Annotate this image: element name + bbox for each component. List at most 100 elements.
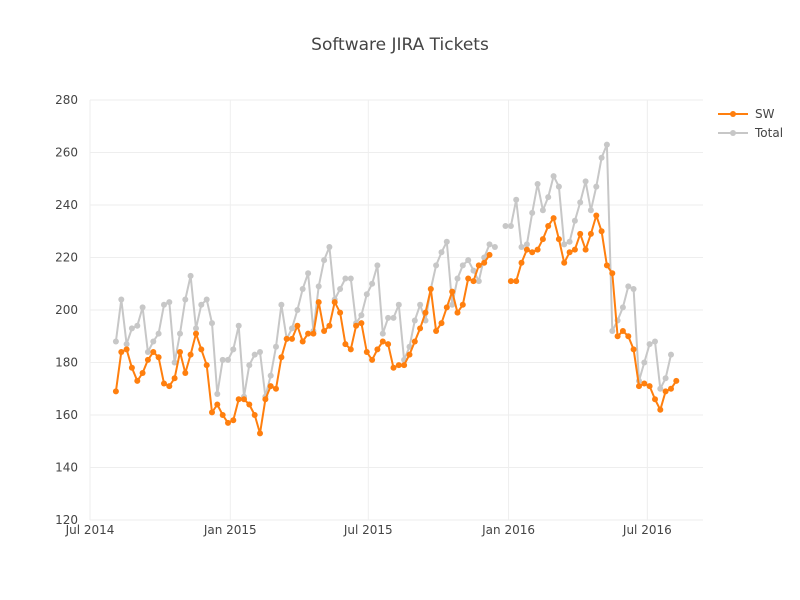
data-point-sw [465, 275, 472, 282]
data-point-sw [358, 320, 365, 327]
data-point-sw [379, 338, 386, 345]
data-point-total [550, 173, 557, 180]
data-point-total [523, 241, 530, 248]
data-point-total [507, 223, 514, 229]
data-point-sw [475, 262, 482, 269]
data-point-sw [283, 335, 290, 342]
data-point-sw [438, 320, 445, 327]
data-point-sw [555, 236, 562, 243]
data-point-total [347, 275, 354, 282]
data-point-sw [209, 409, 215, 416]
data-point-sw [171, 375, 178, 382]
data-point-sw [652, 396, 658, 403]
data-point-sw [289, 335, 295, 342]
data-point-total [465, 257, 472, 264]
y-tick-label: 240 [55, 198, 78, 212]
data-point-sw [294, 322, 301, 329]
data-point-total [502, 223, 509, 229]
data-point-total [630, 286, 637, 292]
data-point-sw [481, 259, 488, 266]
data-point-total [385, 314, 392, 321]
data-point-total [193, 325, 199, 332]
data-point-total [235, 322, 242, 329]
data-point-sw [470, 278, 477, 285]
data-point-sw [571, 246, 578, 253]
data-point-sw [230, 417, 237, 424]
legend-swatch-marker-total [730, 130, 736, 136]
y-tick-label: 260 [55, 146, 78, 160]
data-point-total [166, 299, 173, 306]
y-tick-label: 280 [55, 93, 78, 107]
data-point-sw [273, 385, 279, 392]
data-point-sw [411, 338, 418, 345]
data-point-total [566, 238, 573, 245]
series-line-total [114, 143, 672, 398]
data-point-total [449, 301, 456, 308]
data-point-total [459, 262, 466, 269]
data-point-sw [449, 288, 456, 295]
x-tick-label: Jan 2015 [203, 523, 257, 537]
data-point-sw [321, 328, 328, 334]
data-point-total [598, 154, 605, 161]
data-point-total [390, 314, 397, 321]
data-point-total [342, 275, 349, 282]
legend-item-total[interactable]: Total [718, 126, 783, 140]
data-point-total [257, 349, 263, 355]
data-point-sw [395, 362, 402, 369]
data-point-total [273, 343, 279, 350]
data-point-total [182, 296, 189, 303]
data-point-sw [262, 396, 269, 403]
data-point-sw [369, 356, 376, 363]
data-point-sw [166, 383, 173, 390]
data-point-sw [529, 249, 536, 256]
data-point-total [454, 275, 461, 282]
data-point-total [326, 244, 333, 250]
data-point-sw [155, 354, 162, 361]
data-point-sw [539, 236, 546, 243]
data-point-sw [219, 412, 226, 418]
data-point-sw [144, 356, 151, 363]
data-point-sw [406, 351, 413, 358]
data-point-sw [486, 251, 493, 258]
data-point-total [230, 346, 237, 353]
data-point-sw [577, 230, 584, 237]
data-point-total [155, 330, 162, 337]
data-point-sw [246, 401, 253, 408]
data-point-total [203, 296, 210, 303]
y-tick-label: 120 [55, 513, 78, 527]
data-point-sw [582, 246, 589, 253]
data-point-sw [561, 259, 568, 266]
series-layer [112, 141, 680, 437]
data-point-sw [598, 228, 605, 235]
data-point-total [187, 272, 194, 279]
y-tick-label: 140 [55, 461, 78, 475]
data-point-sw [422, 309, 429, 316]
data-point-sw [299, 338, 306, 345]
data-point-total [534, 181, 541, 187]
data-point-total [267, 372, 274, 379]
data-point-total [417, 301, 424, 308]
data-point-total [571, 217, 578, 224]
data-point-sw [225, 419, 231, 426]
data-point-sw [331, 299, 338, 306]
data-point-total [555, 183, 562, 190]
chart-title: Software JIRA Tickets [311, 35, 489, 55]
data-point-sw [625, 333, 632, 340]
data-point-total [395, 301, 402, 308]
data-point-sw [161, 380, 167, 387]
data-point-sw [203, 362, 210, 369]
data-point-total [305, 270, 312, 277]
data-point-total [225, 356, 231, 363]
x-tick-label: Jul 2015 [343, 523, 393, 537]
data-point-total [363, 291, 370, 298]
data-point-total [545, 194, 552, 201]
legend[interactable]: SW Total [718, 107, 783, 140]
data-point-sw [257, 430, 263, 437]
data-point-sw [353, 322, 360, 329]
data-point-sw [619, 328, 626, 334]
data-point-total [198, 301, 205, 308]
data-point-sw [128, 364, 135, 371]
data-point-total [374, 262, 381, 269]
legend-item-sw[interactable]: SW [718, 107, 775, 121]
